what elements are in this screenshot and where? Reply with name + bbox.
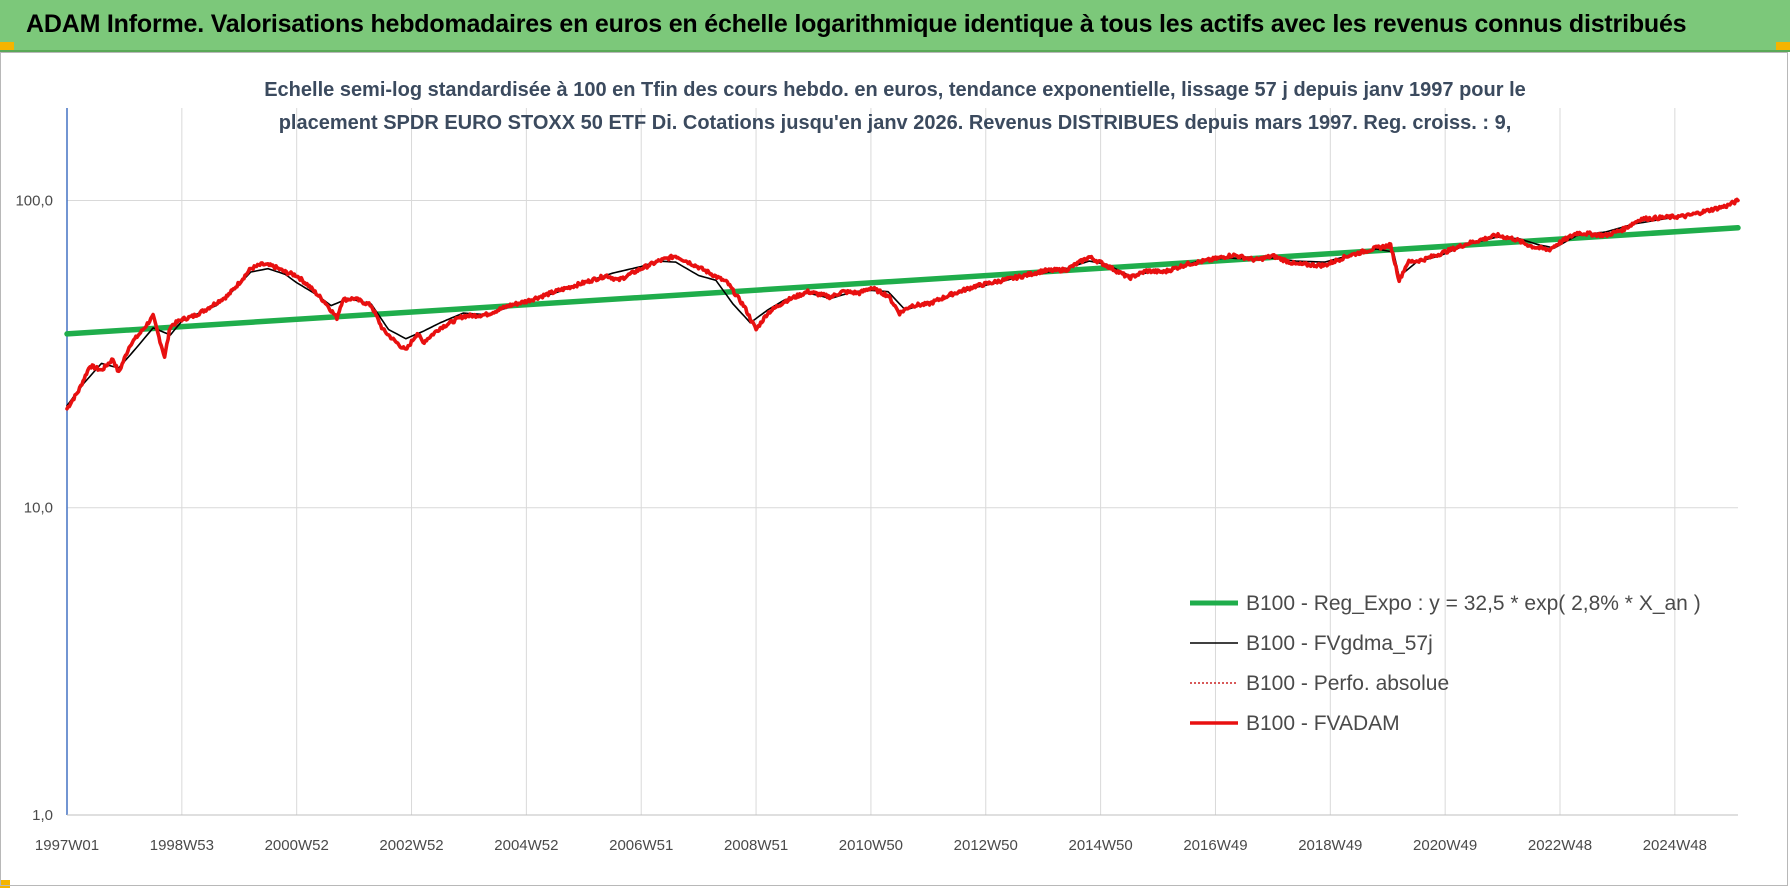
legend-label: B100 - Reg_Expo : y = 32,5 * exp( 2,8% *… bbox=[1246, 592, 1701, 615]
header-bar: ADAM Informe. Valorisations hebdomadaire… bbox=[0, 0, 1790, 52]
corner-mark-left bbox=[0, 42, 14, 50]
x-tick-label: 2016W49 bbox=[1183, 837, 1247, 854]
x-tick-label: 2014W50 bbox=[1068, 837, 1132, 854]
series-line-0 bbox=[64, 225, 1741, 337]
x-tick-label: 2004W52 bbox=[494, 837, 558, 854]
x-tick-label: 2018W49 bbox=[1298, 837, 1362, 854]
legend-label: B100 - FVADAM bbox=[1246, 712, 1400, 735]
series-line-3 bbox=[65, 197, 1740, 411]
y-tick-label: 100,0 bbox=[15, 192, 53, 209]
x-tick-label: 1997W01 bbox=[35, 837, 99, 854]
x-tick-label: 2024W48 bbox=[1643, 837, 1707, 854]
x-tick-label: 2020W49 bbox=[1413, 837, 1477, 854]
y-tick-label: 1,0 bbox=[32, 807, 53, 824]
x-tick-label: 2012W50 bbox=[954, 837, 1018, 854]
x-tick-label: 2010W50 bbox=[839, 837, 903, 854]
page-title: ADAM Informe. Valorisations hebdomadaire… bbox=[26, 10, 1687, 38]
legend: B100 - Reg_Expo : y = 32,5 * exp( 2,8% *… bbox=[1190, 592, 1701, 735]
x-tick-label: 2008W51 bbox=[724, 837, 788, 854]
x-tick-label: 2006W51 bbox=[609, 837, 673, 854]
chart-title: Echelle semi-log standardisée à 100 en T… bbox=[264, 79, 1526, 134]
series-group bbox=[64, 197, 1741, 411]
corner-mark-right bbox=[1776, 42, 1790, 50]
series-line-1 bbox=[66, 200, 1739, 407]
y-tick-label: 10,0 bbox=[24, 500, 53, 517]
chart-title-line: Echelle semi-log standardisée à 100 en T… bbox=[264, 79, 1526, 101]
corner-mark-bottom-left bbox=[0, 880, 10, 888]
x-tick-label: 2022W48 bbox=[1528, 837, 1592, 854]
x-tick-label: 2000W52 bbox=[265, 837, 329, 854]
x-tick-label: 2002W52 bbox=[379, 837, 443, 854]
legend-label: B100 - Perfo. absolue bbox=[1246, 672, 1449, 695]
x-tick-label: 1998W53 bbox=[150, 837, 214, 854]
chart-frame bbox=[0, 52, 1788, 886]
legend-label: B100 - FVgdma_57j bbox=[1246, 632, 1433, 655]
grid bbox=[66, 108, 1738, 816]
axes: 1997W01 1998W53 2000W52 2002W52 2004W52 2006W… bbox=[15, 108, 1738, 854]
chart-title-line: placement SPDR EURO STOXX 50 ETF Di. Cot… bbox=[279, 112, 1512, 134]
